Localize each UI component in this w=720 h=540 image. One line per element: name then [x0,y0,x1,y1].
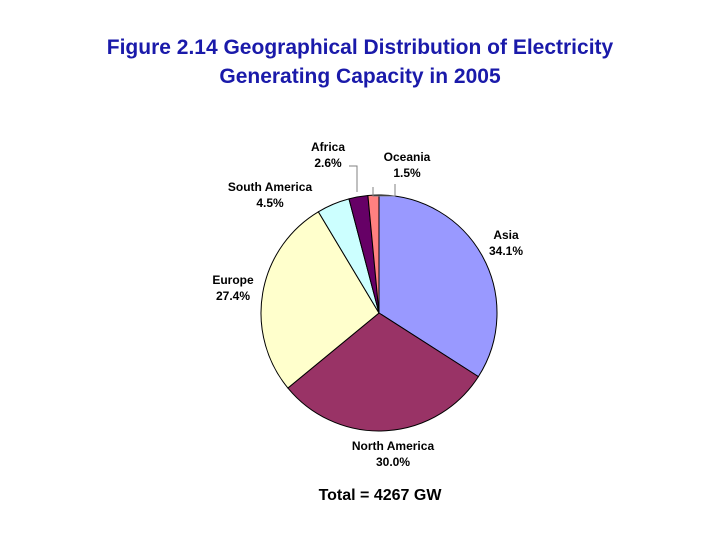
label-oceania-value: 1.5% [393,166,421,180]
label-asia-name: Asia [493,228,519,242]
slice-labels: Asia 34.1% North America 30.0% Europe 27.4% So… [212,140,523,469]
figure-title-line-1: Figure 2.14 Geographical Distribution of… [106,36,614,59]
slice-asia [378,194,498,378]
label-africa-value: 2.6% [314,156,342,170]
label-south-america-name: South America [228,180,313,194]
label-africa: Africa 2.6% [311,140,345,170]
label-asia-value: 34.1% [489,244,523,258]
label-africa-name: Africa [311,140,345,154]
total-label: Total = 4267 GW [319,487,443,504]
leader-line-oceania [372,184,396,197]
label-oceania-name: Oceania [384,150,431,164]
slice-north-america [287,312,480,432]
label-europe-name: Europe [212,273,254,287]
label-north-america-name: North America [352,439,435,453]
label-north-america-value: 30.0% [376,455,410,469]
label-europe-value: 27.4% [216,289,250,303]
slice-europe [260,211,380,389]
figure-title-line-2: Generating Capacity in 2005 [219,65,501,88]
leader-lines [349,165,396,197]
label-south-america: South America 4.5% [228,180,313,210]
label-south-america-value: 4.5% [256,196,284,210]
label-asia: Asia 34.1% [489,228,523,258]
label-oceania: Oceania 1.5% [384,150,431,180]
label-europe: Europe 27.4% [212,273,254,303]
pie-slices [260,194,498,432]
label-north-america: North America 30.0% [352,439,435,469]
leader-line-africa [349,165,358,192]
figure-title: Figure 2.14 Geographical Distribution of… [0,33,720,91]
